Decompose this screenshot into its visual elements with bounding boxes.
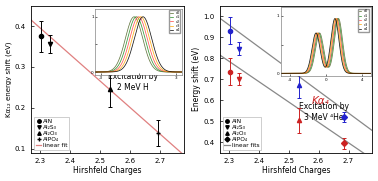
Text: Kα₄: Kα₄ [311,96,329,106]
Legend: AlN, Al₂S₃, Al₂O₃, AlPO₄, linear fit: AlN, Al₂S₃, Al₂O₃, AlPO₄, linear fit [34,117,70,150]
X-axis label: Hirshfeld Charges: Hirshfeld Charges [262,167,330,175]
Legend: AlN, Al₂S₃, Al₂O₃, AlPO₄, linear fits: AlN, Al₂S₃, Al₂O₃, AlPO₄, linear fits [223,117,262,150]
Text: Excitation by
3 MeV ⁴He: Excitation by 3 MeV ⁴He [299,102,349,122]
X-axis label: Hirshfeld Charges: Hirshfeld Charges [73,167,141,175]
Text: Excitation by
2 MeV H: Excitation by 2 MeV H [108,72,158,92]
Text: Kα: Kα [311,39,325,49]
Y-axis label: Energy shift (eV): Energy shift (eV) [192,47,201,111]
Y-axis label: Kα₁₂ energy shift (eV): Kα₁₂ energy shift (eV) [6,41,12,117]
